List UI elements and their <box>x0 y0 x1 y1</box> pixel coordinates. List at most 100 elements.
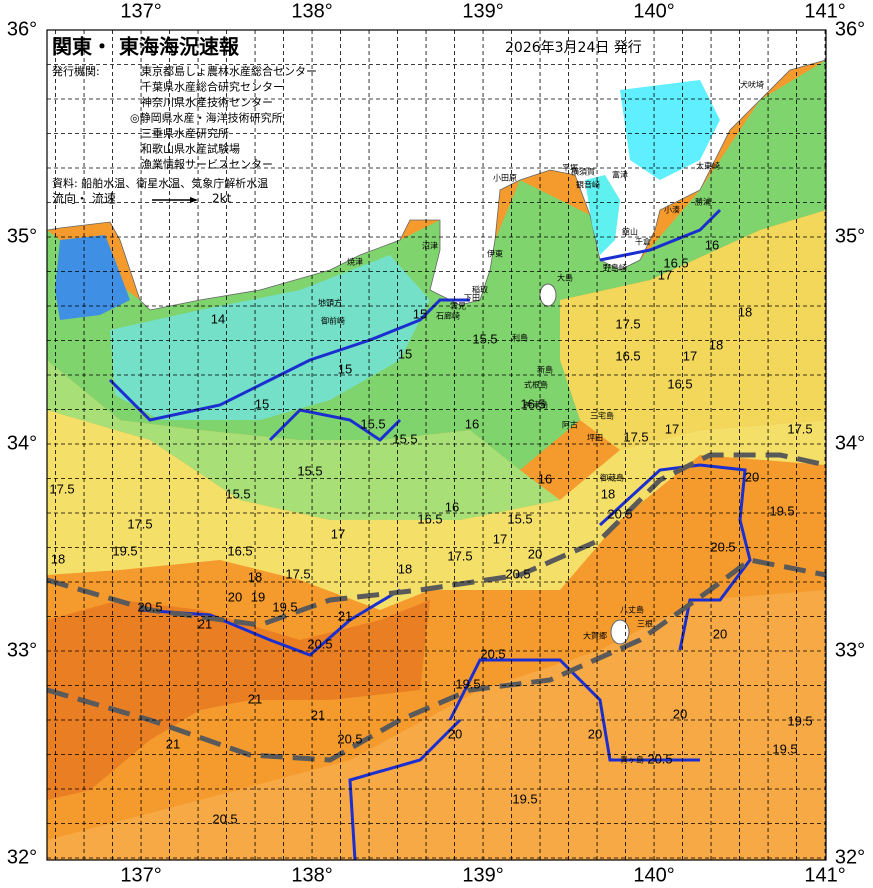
lat-label-left: 33° <box>7 639 37 661</box>
lat-label-left: 35° <box>7 225 37 247</box>
contour-label: 20.5 <box>480 646 505 661</box>
contour-label: 17.5 <box>127 516 152 531</box>
flow-label: 流向・ 流速 <box>52 191 116 206</box>
contour-label: 16.5 <box>520 396 545 411</box>
contour-label: 20.5 <box>607 506 632 521</box>
inland-water <box>620 80 720 180</box>
ise-bay <box>55 235 130 320</box>
contour-label: 20.5 <box>710 539 735 554</box>
lat-label-right: 34° <box>835 432 865 454</box>
contour-label: 20.5 <box>137 599 162 614</box>
place-name: 雲見 <box>450 302 466 311</box>
lat-label-right: 33° <box>835 639 865 661</box>
contour-label: 15.5 <box>472 331 497 346</box>
contour-label: 17 <box>658 267 672 282</box>
sea-band-14 <box>110 255 430 420</box>
graticule <box>47 30 826 860</box>
lon-label-top: 137° <box>120 0 161 22</box>
contour-label: 20 <box>588 726 602 741</box>
contour-label: 15 <box>413 306 427 321</box>
place-name: 焼津 <box>347 257 363 267</box>
place-name: 観音崎 <box>576 180 600 190</box>
place-name: 阿古 <box>562 420 578 430</box>
contour-label: 18 <box>601 486 615 501</box>
contour-label: 17.5 <box>787 421 812 436</box>
contour-label: 19.5 <box>455 676 480 691</box>
lat-label-right: 35° <box>835 225 865 247</box>
lat-label-left: 32° <box>7 846 37 868</box>
lon-label-bottom: 138° <box>291 864 332 886</box>
contour-label: 15 <box>338 361 352 376</box>
contour-label: 17 <box>683 348 697 363</box>
place-name: 石廊崎 <box>436 311 460 321</box>
contour-label: 16 <box>538 471 552 486</box>
contour-label: 17.5 <box>615 316 640 331</box>
sea-band-17-east <box>560 210 826 450</box>
contour-label: 16.5 <box>227 543 252 558</box>
contour-label: 21 <box>198 616 212 631</box>
contour-label: 16 <box>465 416 479 431</box>
place-name: 式根島 <box>524 380 548 390</box>
contour-label: 19.5 <box>272 599 297 614</box>
place-name: 地頭方 <box>318 298 342 308</box>
place-name: 八丈島 <box>620 605 644 615</box>
agency: 千葉県水産総合研究センター <box>141 80 284 94</box>
contour-label: 17 <box>493 531 507 546</box>
lat-label-left: 36° <box>7 18 37 40</box>
place-name: 神津島 <box>524 400 548 410</box>
contour-label: 15.5 <box>360 416 385 431</box>
contour-label: 21 <box>338 608 352 623</box>
place-name: 御前崎 <box>321 316 345 326</box>
contour-label: 15 <box>398 346 412 361</box>
lat-label-left: 34° <box>7 432 37 454</box>
place-name: 大島 <box>557 273 573 283</box>
contour-label: 17.5 <box>49 481 74 496</box>
contour-label: 15.5 <box>507 511 532 526</box>
agency: 和歌山県水産試験場 <box>141 142 240 156</box>
place-name: 横須賀 <box>571 167 595 177</box>
contour-label: 16 <box>705 237 719 252</box>
contour-label: 20.5 <box>337 731 362 746</box>
place-name: 小湊 <box>664 205 680 215</box>
contour-label: 17 <box>665 421 679 436</box>
place-name: 三宅島 <box>590 411 614 421</box>
contour-label: 20.5 <box>505 566 530 581</box>
contour-label: 16.5 <box>417 511 442 526</box>
contour-label: 19.5 <box>769 503 794 518</box>
lon-label-bottom: 141° <box>804 864 845 886</box>
contour-label: 19.5 <box>772 741 797 756</box>
contour-label: 20 <box>228 589 242 604</box>
header: 関東・ 東海海況速報 2026年3月24日 発行 発行機関: 資料: 船舶水温、… <box>52 35 642 206</box>
contour-label: 14 <box>211 311 225 326</box>
agencies-label: 発行機関: <box>52 64 100 78</box>
issued-date: 2026年3月24日 発行 <box>505 40 642 56</box>
place-name: 青ヶ島 <box>620 755 644 765</box>
agency: ◎静岡県水産・海洋技術研究所 <box>130 111 283 125</box>
agency: 漁業情報サービスセンター <box>141 157 273 171</box>
isotherm-lines <box>108 208 752 861</box>
agency: 三重県水産研究所 <box>141 126 229 140</box>
contour-label: 20 <box>448 726 462 741</box>
contour-label: 16.5 <box>667 376 692 391</box>
lon-label-bottom: 139° <box>462 864 503 886</box>
contour-label: 20 <box>713 626 727 641</box>
contour-label: 21 <box>166 736 180 751</box>
contour-label: 17.5 <box>623 429 648 444</box>
island <box>610 619 630 645</box>
place-name: 坪田 <box>587 434 603 443</box>
contour-label: 15.5 <box>225 486 250 501</box>
contour-label: 15.5 <box>392 431 417 446</box>
sea-band-17 <box>47 410 826 610</box>
place-name: 稲取 <box>472 285 488 295</box>
contour-label: 20.5 <box>647 751 672 766</box>
island <box>539 283 557 307</box>
place-name: 野島崎 <box>603 263 627 273</box>
contour-label: 20.5 <box>307 636 332 651</box>
lon-label-bottom: 137° <box>120 864 161 886</box>
contour-label: 16.5 <box>615 348 640 363</box>
place-name: 館山 <box>622 227 638 237</box>
kuroshio-axis <box>46 452 827 763</box>
contour-label: 17 <box>331 526 345 541</box>
